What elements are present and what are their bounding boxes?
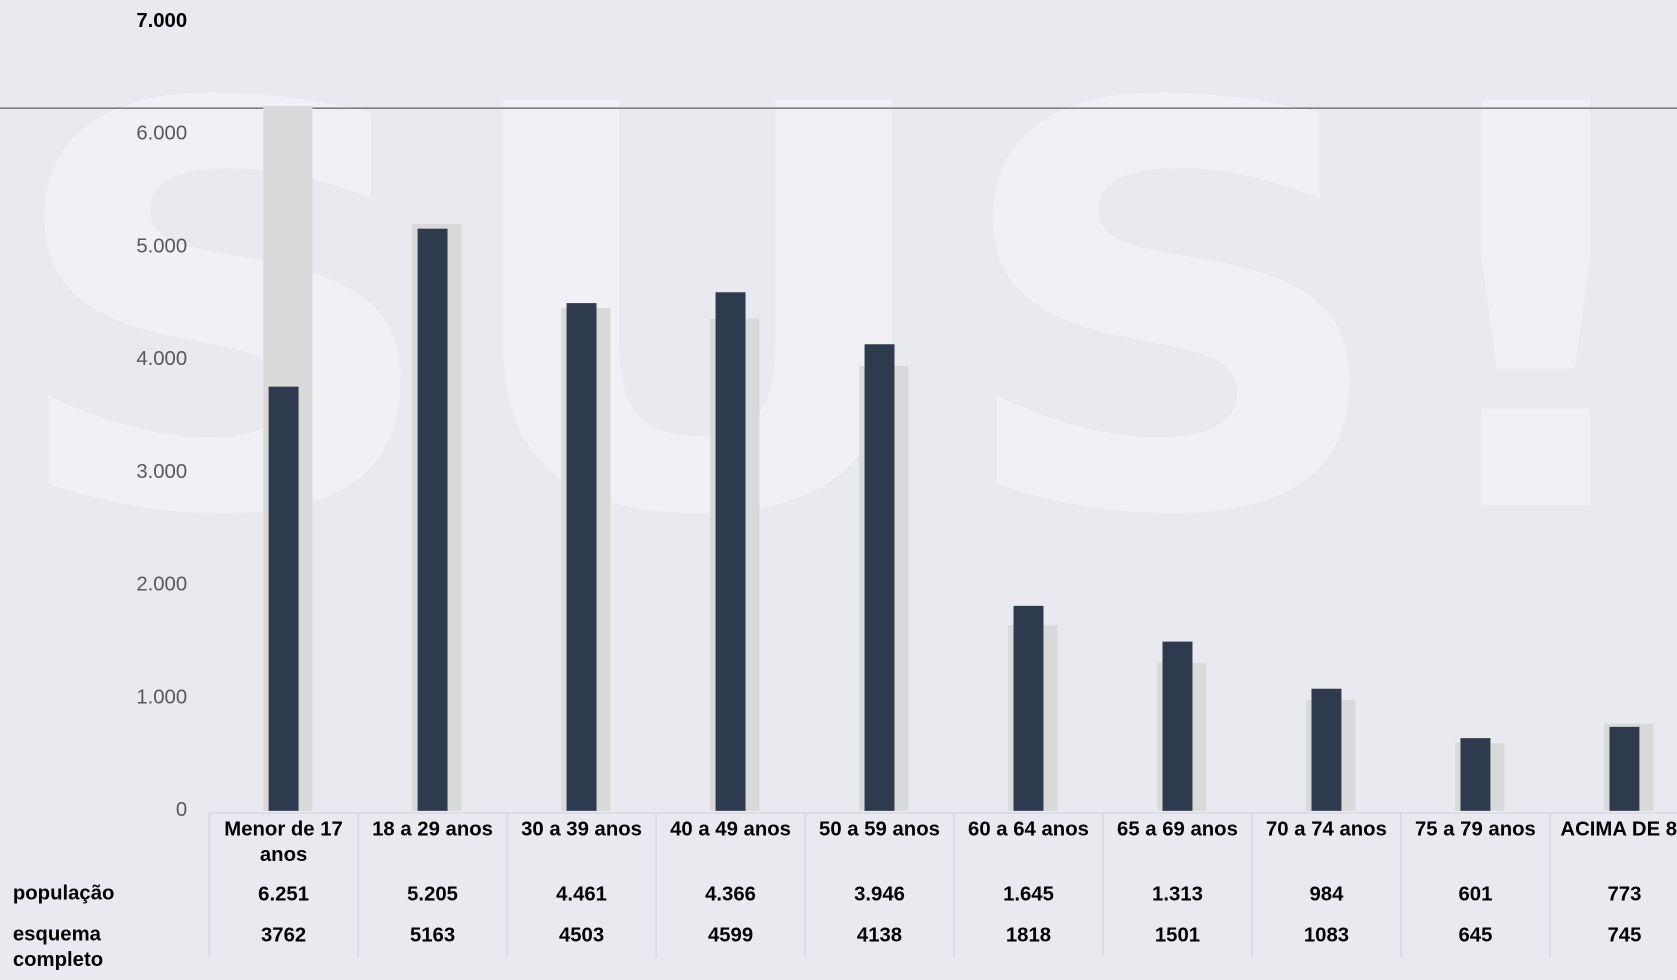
complete-bar — [1162, 641, 1193, 811]
x-tick-label: Menor de 17 anos — [224, 818, 343, 867]
x-tick-label-box: 70 a 74 anos — [1266, 818, 1387, 841]
complete-bar — [566, 303, 597, 811]
table-value: 1083 — [1304, 924, 1349, 946]
watermark: SUS! — [0, 0, 1677, 637]
table-value: 5.205 — [407, 884, 458, 906]
table-value: 4.461 — [556, 884, 607, 906]
x-tick-label-box: Menor de 17 anos — [224, 818, 343, 867]
y-tick-label: 2.000 — [136, 574, 187, 596]
x-tick-label: 50 a 59 anos — [819, 818, 940, 841]
row-label: população — [12, 882, 115, 905]
x-tick-label: 18 a 29 anos — [372, 818, 493, 841]
x-tick-label-box: 50 a 59 anos — [819, 818, 940, 841]
table-value: 4503 — [559, 924, 604, 946]
table-value: 3.946 — [854, 884, 905, 906]
complete-bar — [864, 344, 895, 811]
complete-bar — [1013, 605, 1044, 811]
row-label-box: população — [12, 882, 115, 905]
x-tick-label: 70 a 74 anos — [1266, 818, 1387, 841]
x-tick-label-box: 40 a 49 anos — [670, 818, 791, 841]
y-tick-label: 4.000 — [136, 348, 187, 370]
row-label-box: esquema completo — [12, 923, 104, 972]
x-tick-label-box: 60 a 64 anos — [968, 818, 1089, 841]
complete-bar — [1609, 726, 1640, 811]
complete-bar — [268, 386, 299, 811]
watermark-text: SUS! — [0, 0, 1677, 637]
table-value: 601 — [1459, 884, 1493, 906]
x-tick-label: 30 a 39 anos — [521, 818, 642, 841]
x-tick-label: 40 a 49 anos — [670, 818, 791, 841]
y-tick-label: 6.000 — [136, 123, 187, 145]
x-tick-label: ACIMA DE 80 — [1560, 818, 1677, 841]
table-value: 4138 — [857, 924, 902, 946]
table-value: 4.366 — [705, 884, 756, 906]
table-value: 3762 — [261, 924, 306, 946]
y-tick-label: 3.000 — [136, 461, 187, 483]
x-tick-label: 75 a 79 anos — [1414, 818, 1536, 841]
x-tick-label: 65 a 69 anos — [1117, 818, 1238, 841]
complete-bar — [715, 292, 746, 811]
complete-bar — [417, 228, 448, 811]
table-value: 1818 — [1006, 924, 1051, 946]
table-value: 4599 — [708, 924, 753, 946]
complete-bar — [1460, 738, 1491, 811]
table-value: 6.251 — [258, 884, 309, 906]
x-tick-label: 60 a 64 anos — [968, 818, 1089, 841]
y-tick-label: 1.000 — [136, 686, 187, 708]
table-value: 1501 — [1155, 924, 1200, 946]
x-tick-label-box: 30 a 39 anos — [521, 818, 642, 841]
y-tick-label: 5.000 — [136, 235, 187, 257]
table-value: 773 — [1607, 884, 1641, 906]
table-value: 645 — [1459, 924, 1493, 946]
x-tick-label-box: 65 a 69 anos — [1117, 818, 1238, 841]
x-tick-label-box: ACIMA DE 80 — [1560, 818, 1677, 841]
table-value: 745 — [1607, 924, 1641, 946]
y-tick-label: 0 — [176, 799, 187, 821]
complete-bar — [1311, 688, 1342, 811]
table-value: 1.645 — [1003, 884, 1054, 906]
y-tick-label: 7.000 — [136, 10, 187, 32]
row-label: esquema completo — [12, 923, 104, 972]
x-tick-label-box: 75 a 79 anos — [1414, 818, 1536, 841]
table-value: 1.313 — [1152, 884, 1203, 906]
table-value: 984 — [1310, 884, 1345, 906]
x-tick-label-box: 18 a 29 anos — [372, 818, 493, 841]
table-value: 5163 — [410, 924, 455, 946]
